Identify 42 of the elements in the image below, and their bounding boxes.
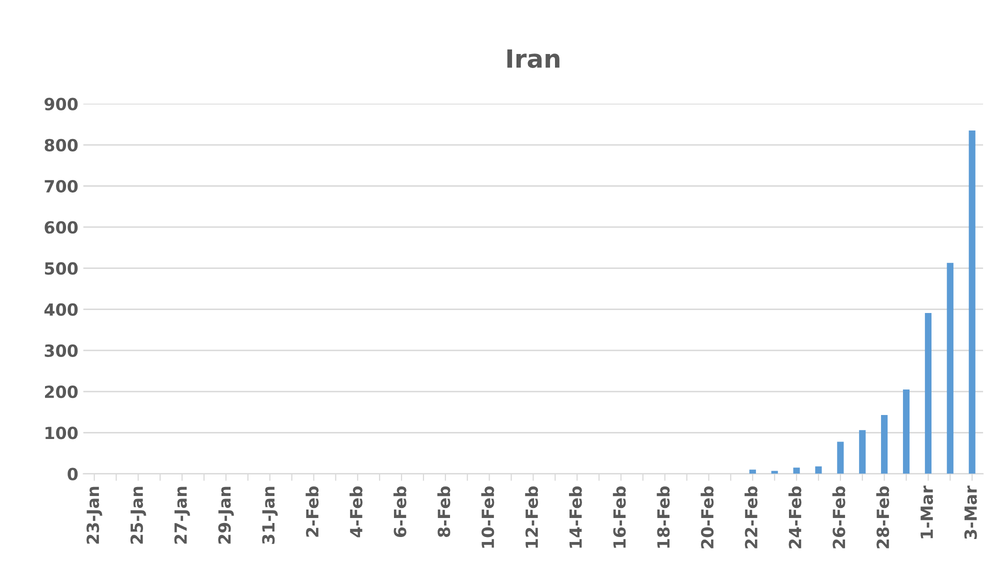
x-tick-label: 10-Feb	[481, 486, 494, 548]
bar	[749, 470, 756, 474]
y-tick-label: 800	[44, 138, 78, 152]
y-tick-label: 200	[44, 386, 78, 398]
y-tick-label: 700	[44, 180, 78, 193]
x-tick-label: 3-Mar	[964, 486, 977, 540]
x-tick-label: 18-Feb	[656, 486, 670, 548]
x-tick-label: 25-Jan	[130, 486, 146, 544]
x-tick-label: 24-Feb	[788, 486, 802, 548]
y-tick-label: 100	[46, 426, 78, 440]
x-tick-label: 29-Jan	[218, 486, 234, 544]
bar	[881, 414, 888, 474]
y-tick-label: 600	[44, 221, 78, 234]
x-tick-label: 27-Jan	[174, 486, 190, 544]
x-tick-label: 2-Feb	[306, 486, 319, 537]
x-tick-label: 23-Jan	[86, 486, 102, 544]
y-tick-label: 300	[44, 344, 78, 357]
bar	[946, 262, 954, 474]
x-tick-label: 16-Feb	[612, 486, 626, 548]
bar	[793, 468, 800, 474]
x-tick-label: 1-Mar	[920, 486, 934, 538]
x-tick-label: 22-Feb	[744, 486, 758, 548]
x-tick-label: 14-Feb	[569, 486, 582, 548]
x-tick-label: 31-Jan	[262, 486, 278, 544]
y-tick-label: 900	[44, 98, 78, 110]
bar	[902, 389, 910, 474]
chart-title: Iran	[507, 49, 560, 68]
bar	[859, 430, 866, 474]
bar	[837, 442, 844, 474]
y-tick-label: 0	[68, 468, 78, 480]
y-tick-label: 400	[44, 303, 78, 316]
x-tick-label: 4-Feb	[350, 486, 362, 538]
y-tick-label: 500	[44, 262, 78, 275]
bar	[968, 130, 976, 474]
x-tick-label: 6-Feb	[393, 486, 406, 537]
x-tick-label: 26-Feb	[832, 486, 846, 548]
x-tick-label: 20-Feb	[700, 486, 714, 548]
bar	[815, 466, 822, 474]
bar	[924, 313, 932, 474]
x-tick-label: 12-Feb	[525, 486, 538, 548]
x-tick-label: 8-Feb	[437, 486, 450, 538]
x-tick-label: 28-Feb	[876, 486, 890, 548]
